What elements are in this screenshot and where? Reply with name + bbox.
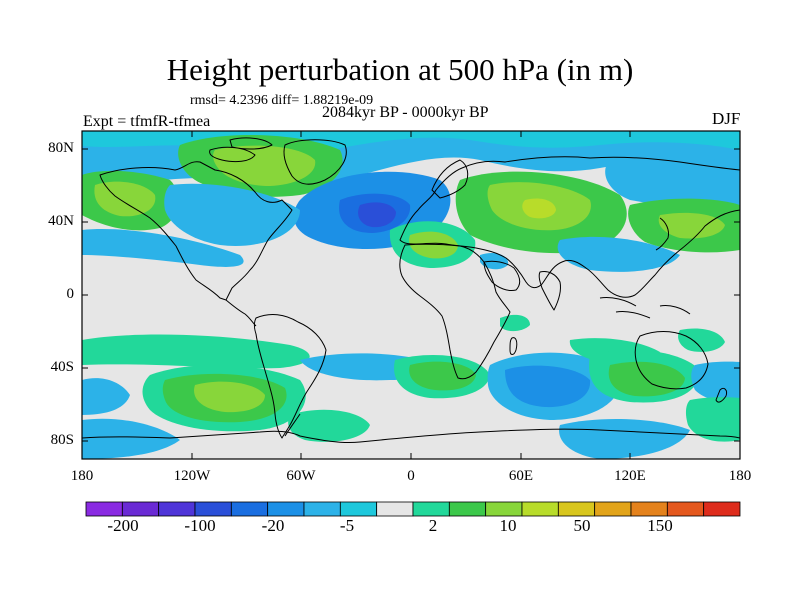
experiment-label: Expt = tfmfR-tfmea bbox=[83, 113, 211, 130]
coastline-greenland bbox=[283, 139, 347, 185]
coastline-japan bbox=[655, 217, 669, 251]
anomaly-region bbox=[194, 381, 265, 413]
colorbar-swatch bbox=[412, 501, 450, 517]
colorbar-swatch bbox=[557, 501, 596, 517]
anomaly-region bbox=[164, 183, 300, 246]
colorbar-swatch bbox=[630, 501, 668, 517]
map-title: Height perturbation at 500 hPa (in m) bbox=[166, 52, 634, 87]
coastline-north-america bbox=[99, 161, 293, 301]
lat-label: 80S bbox=[50, 432, 74, 448]
colorbar-label: 50 bbox=[573, 516, 591, 535]
lon-label: 120E bbox=[614, 468, 646, 484]
period-label: 2084kyr BP - 0000kyr BP bbox=[322, 104, 489, 121]
coastlines bbox=[82, 137, 740, 443]
colorbar-swatch bbox=[85, 501, 123, 517]
colorbar-swatch bbox=[194, 501, 232, 517]
coastline-india bbox=[538, 271, 561, 311]
colorbar-swatch bbox=[303, 501, 341, 517]
coastline-indonesia bbox=[599, 297, 691, 319]
anomaly-region bbox=[557, 236, 680, 272]
anomaly-region bbox=[685, 397, 740, 442]
anomaly-region bbox=[213, 145, 316, 186]
lon-label: 120W bbox=[173, 468, 211, 484]
lon-label: 60W bbox=[286, 468, 316, 484]
colorbar-swatch bbox=[521, 501, 559, 517]
colorbar-swatch bbox=[339, 501, 378, 517]
lat-label: 0 bbox=[66, 286, 75, 302]
coastline-eurasia bbox=[399, 156, 740, 298]
coastline-antarctica bbox=[82, 428, 740, 443]
anomaly-region bbox=[691, 361, 740, 402]
anomaly-region bbox=[82, 378, 130, 415]
anomaly-region bbox=[505, 365, 591, 408]
colorbar-label: 2 bbox=[428, 516, 438, 535]
anomaly-region bbox=[288, 409, 370, 442]
colorbar-swatch bbox=[158, 501, 196, 517]
anomaly-region bbox=[678, 328, 725, 352]
statistics-text: rmsd= 4.2396 diff= 1.88219e-09 bbox=[190, 93, 374, 108]
colorbar-swatch bbox=[666, 501, 705, 517]
lat-label: 40S bbox=[50, 359, 74, 375]
coastline-antarctic-peninsula bbox=[284, 413, 301, 437]
colorbar-swatch bbox=[230, 501, 269, 517]
coastline-central-america bbox=[225, 299, 257, 327]
coastline-arabia bbox=[483, 260, 521, 291]
lon-label: 0 bbox=[407, 468, 415, 484]
coastline-scandinavia bbox=[431, 159, 469, 199]
lat-label: 80N bbox=[48, 140, 74, 156]
colorbar-swatch bbox=[703, 501, 741, 517]
colorbar-swatch bbox=[448, 501, 487, 517]
anomaly-field bbox=[82, 131, 740, 459]
lon-label: 180 bbox=[728, 468, 752, 484]
anomaly-region bbox=[82, 229, 244, 267]
colorbar-swatch bbox=[121, 501, 160, 517]
anomaly-region bbox=[605, 154, 740, 212]
coastline-new-zealand bbox=[715, 387, 727, 403]
anomaly-region bbox=[658, 212, 725, 239]
colorbar-swatch bbox=[267, 501, 305, 517]
coastline-madagascar bbox=[509, 337, 518, 355]
lat-label: 40N bbox=[48, 213, 74, 229]
colorbar-swatch bbox=[376, 501, 414, 517]
coastline-australia bbox=[634, 331, 709, 390]
colorbar-label: -200 bbox=[107, 516, 139, 535]
coastline-south-america bbox=[254, 314, 327, 439]
axis-ticks bbox=[81, 131, 741, 459]
colorbar-label: -100 bbox=[184, 516, 216, 535]
season-label: DJF bbox=[712, 109, 741, 128]
anomaly-region bbox=[82, 418, 180, 459]
anomaly-region bbox=[82, 334, 310, 369]
anomaly-region bbox=[500, 314, 530, 332]
colorbar-label: 150 bbox=[647, 516, 673, 535]
colorbar-label: 10 bbox=[499, 516, 517, 535]
anomaly-region bbox=[358, 202, 396, 228]
anomaly-region bbox=[522, 198, 556, 219]
lon-label: 60E bbox=[508, 468, 534, 484]
anomaly-region bbox=[409, 361, 476, 391]
anomaly-region bbox=[559, 418, 690, 459]
lon-label: 180 bbox=[70, 468, 94, 484]
coastline-arctic-islands bbox=[209, 137, 273, 163]
colorbar-label: -5 bbox=[339, 516, 355, 535]
colorbar-swatch bbox=[594, 501, 632, 517]
anomaly-region bbox=[409, 231, 458, 259]
colorbar-swatch bbox=[485, 501, 523, 517]
colorbar-label: -20 bbox=[261, 516, 285, 535]
